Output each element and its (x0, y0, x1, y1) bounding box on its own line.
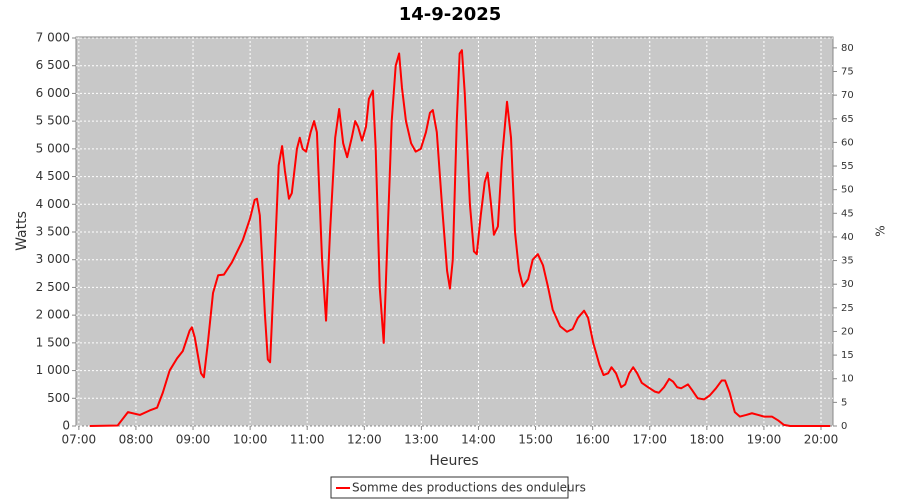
y2-tick-label: 25 (841, 303, 854, 314)
x-tick-label: 14:00 (461, 433, 496, 447)
y2-tick-label: 80 (841, 43, 854, 54)
y-axis-label: Watts (14, 211, 30, 251)
y-tick-label: 2 000 (36, 308, 70, 322)
y2-tick-label: 75 (841, 67, 854, 78)
x-tick-label: 12:00 (347, 433, 382, 447)
x-tick-label: 09:00 (176, 433, 211, 447)
x-tick-label: 17:00 (632, 433, 667, 447)
x-tick-label: 16:00 (575, 433, 610, 447)
x-tick-label: 18:00 (690, 433, 725, 447)
y-tick-label: 0 (62, 419, 70, 433)
x-axis-label: Heures (429, 453, 478, 469)
y-tick-label: 1 000 (36, 363, 70, 377)
y2-tick-label: 50 (841, 185, 854, 196)
y-tick-label: 6 000 (36, 86, 70, 100)
y2-axis-label: % (874, 225, 888, 236)
y-tick-label: 2 500 (36, 280, 70, 294)
x-tick-label: 15:00 (518, 433, 553, 447)
x-tick-label: 19:00 (747, 433, 782, 447)
y-tick-label: 500 (47, 391, 70, 405)
y-tick-label: 4 500 (36, 169, 70, 183)
x-tick-label: 08:00 (119, 433, 154, 447)
x-tick-label: 13:00 (404, 433, 439, 447)
x-tick-label: 07:00 (62, 433, 97, 447)
y-tick-label: 3 500 (36, 224, 70, 238)
y2-tick-label: 30 (841, 279, 854, 290)
x-tick-label: 11:00 (290, 433, 325, 447)
chart-title: 14-9-2025 (399, 4, 502, 25)
y-tick-label: 7 000 (36, 30, 70, 44)
y2-tick-label: 10 (841, 374, 854, 385)
y2-tick-label: 0 (841, 421, 847, 432)
y2-tick-label: 40 (841, 232, 854, 243)
x-tick-label: 10:00 (233, 433, 268, 447)
y-tick-label: 4 000 (36, 197, 70, 211)
y2-tick-label: 60 (841, 137, 854, 148)
y-tick-label: 6 500 (36, 58, 70, 72)
x-tick-label: 20:00 (804, 433, 839, 447)
legend (330, 476, 569, 499)
y2-tick-label: 5 (841, 397, 847, 408)
y2-tick-label: 45 (841, 208, 854, 219)
legend-label: Somme des productions des onduleurs (352, 481, 586, 495)
y2-tick-label: 15 (841, 350, 854, 361)
y-tick-label: 1 500 (36, 335, 70, 349)
y2-tick-label: 20 (841, 326, 854, 337)
y-tick-label: 5 000 (36, 141, 70, 155)
y2-tick-label: 55 (841, 161, 854, 172)
y2-tick-label: 70 (841, 90, 854, 101)
y-tick-label: 3 000 (36, 252, 70, 266)
y-tick-label: 5 500 (36, 114, 70, 128)
data-line (89, 49, 831, 427)
y2-tick-label: 65 (841, 114, 854, 125)
y2-tick-label: 35 (841, 256, 854, 267)
